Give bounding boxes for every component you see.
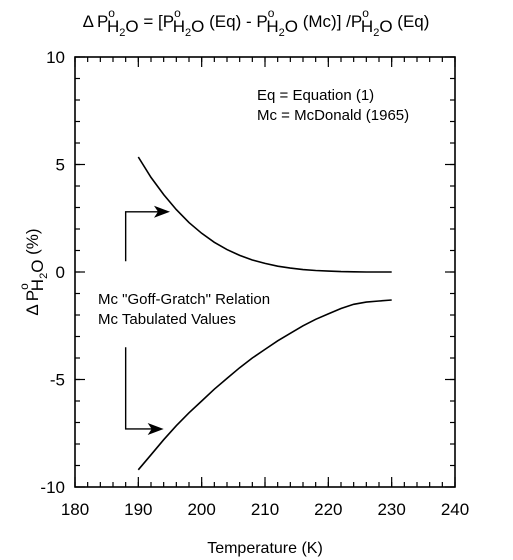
arrow-stem-2 xyxy=(124,347,154,430)
series-line-1 xyxy=(137,156,392,273)
y-tick-label: 5 xyxy=(56,156,65,175)
y-tick-label: 0 xyxy=(56,263,65,282)
x-tick-label: 200 xyxy=(187,500,215,519)
y-tick-label: 10 xyxy=(46,48,65,67)
data-series xyxy=(137,156,392,471)
x-tick-label: 240 xyxy=(441,500,469,519)
annotation-arrows xyxy=(124,205,170,435)
x-tick-label: 220 xyxy=(314,500,342,519)
series-line-2 xyxy=(137,299,392,471)
y-tick-label: -5 xyxy=(50,371,65,390)
annotation-line-2: Mc Tabulated Values xyxy=(98,311,236,328)
annotation-line-1: Mc "Goff-Gratch" Relation xyxy=(98,291,270,308)
axis-ticks xyxy=(74,56,456,488)
x-tick-label: 180 xyxy=(61,500,89,519)
y-tick-labels: -10 -5 0 5 10 xyxy=(40,48,65,497)
x-tick-label: 230 xyxy=(377,500,405,519)
x-axis-label: Temperature (K) xyxy=(207,540,323,557)
legend-line-1: Eq = Equation (1) xyxy=(257,87,374,104)
y-axis-label: ΔPoH2O (%) xyxy=(17,228,50,315)
chart-title: Δ Po H2O = [Po H2O (Eq) - Po H2O (Mc)] /Po H2… xyxy=(83,6,430,39)
x-tick-label: 210 xyxy=(251,500,279,519)
legend-line-2: Mc = McDonald (1965) xyxy=(257,107,409,124)
arrow-head-2 xyxy=(147,422,164,435)
arrow-head-1 xyxy=(154,205,170,218)
arrow-stem-1 xyxy=(124,211,160,262)
x-tick-label: 190 xyxy=(124,500,152,519)
x-tick-labels: 180 190 200 210 220 230 240 xyxy=(61,500,469,519)
y-tick-label: -10 xyxy=(40,478,65,497)
